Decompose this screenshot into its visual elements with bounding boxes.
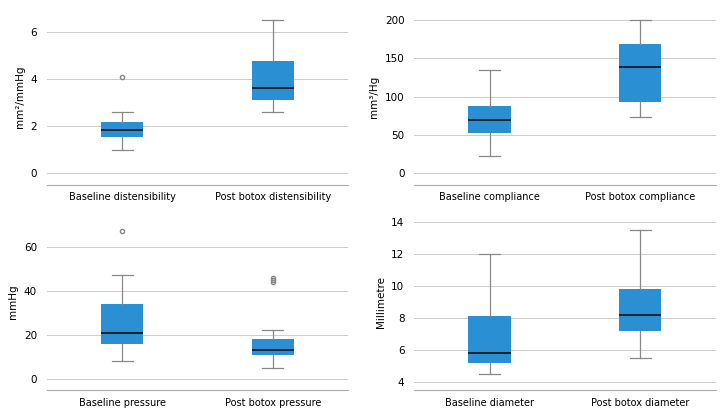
PathPatch shape (468, 106, 510, 133)
PathPatch shape (619, 45, 662, 102)
PathPatch shape (468, 316, 510, 363)
Y-axis label: Millimetre: Millimetre (376, 276, 386, 328)
PathPatch shape (101, 304, 143, 344)
Y-axis label: mmHg: mmHg (9, 285, 18, 319)
PathPatch shape (252, 339, 294, 355)
Y-axis label: mm³/Hg: mm³/Hg (369, 75, 379, 118)
PathPatch shape (252, 61, 294, 100)
PathPatch shape (619, 289, 662, 331)
Y-axis label: mm²/mmHg: mm²/mmHg (14, 65, 25, 128)
PathPatch shape (101, 122, 143, 136)
